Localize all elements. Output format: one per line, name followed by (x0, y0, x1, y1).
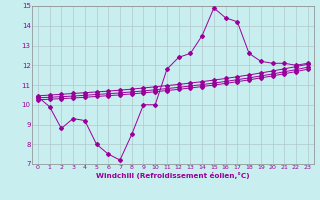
X-axis label: Windchill (Refroidissement éolien,°C): Windchill (Refroidissement éolien,°C) (96, 172, 250, 179)
